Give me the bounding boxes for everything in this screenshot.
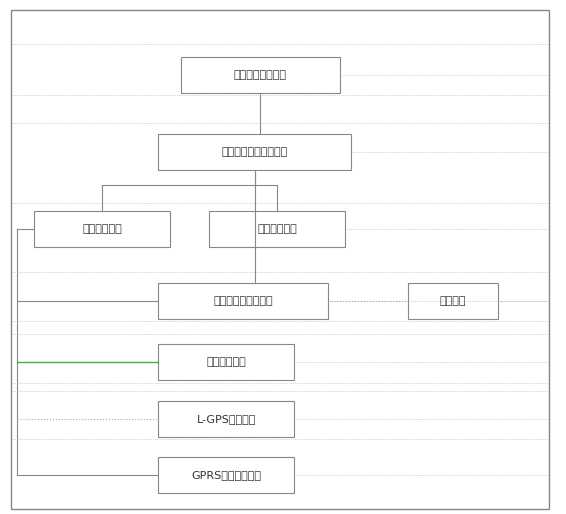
Text: L-GPS定位模块: L-GPS定位模块 bbox=[197, 414, 256, 424]
FancyBboxPatch shape bbox=[408, 283, 498, 319]
FancyBboxPatch shape bbox=[158, 283, 328, 319]
FancyBboxPatch shape bbox=[34, 211, 170, 247]
FancyBboxPatch shape bbox=[158, 457, 294, 493]
FancyBboxPatch shape bbox=[11, 10, 549, 509]
Text: 显示及声光报警模块: 显示及声光报警模块 bbox=[213, 296, 273, 306]
Text: 数据采集模块: 数据采集模块 bbox=[258, 224, 297, 234]
Text: 电场强度传感模块: 电场强度传感模块 bbox=[234, 69, 287, 80]
Text: 信号变换与预处理模块: 信号变换与预处理模块 bbox=[221, 146, 288, 157]
FancyBboxPatch shape bbox=[158, 401, 294, 437]
FancyBboxPatch shape bbox=[209, 211, 345, 247]
FancyBboxPatch shape bbox=[158, 134, 351, 170]
FancyBboxPatch shape bbox=[158, 344, 294, 380]
Text: 电源模块: 电源模块 bbox=[440, 296, 466, 306]
FancyBboxPatch shape bbox=[181, 57, 340, 93]
Text: 数据处理模块: 数据处理模块 bbox=[82, 224, 122, 234]
Text: GPRS无线通讯模块: GPRS无线通讯模块 bbox=[191, 470, 261, 481]
Text: 自检保护电路: 自检保护电路 bbox=[207, 357, 246, 368]
